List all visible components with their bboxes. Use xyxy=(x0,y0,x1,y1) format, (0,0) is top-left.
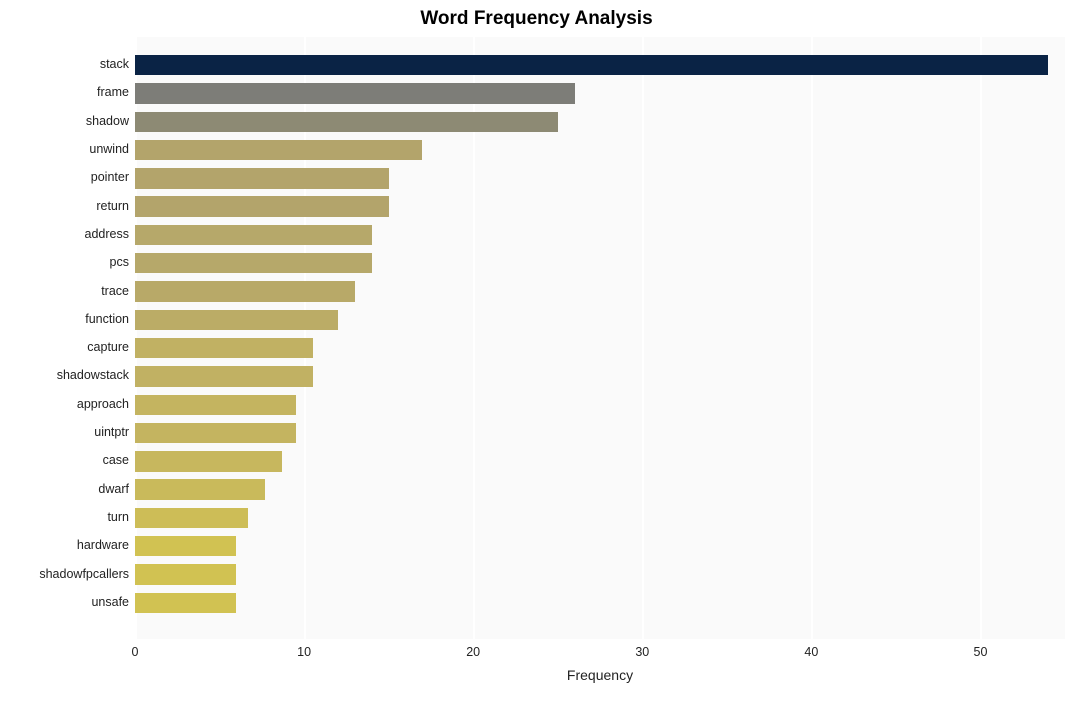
gridline xyxy=(811,37,813,639)
x-tick-label: 40 xyxy=(804,645,818,659)
y-category-label: dwarf xyxy=(98,482,129,496)
gridline xyxy=(980,37,982,639)
y-category-label: pcs xyxy=(110,255,129,269)
word-frequency-chart: Word Frequency Analysis Frequency 0 10 20 3… xyxy=(0,0,1073,701)
y-category-label: case xyxy=(103,453,129,467)
y-category-label: uintptr xyxy=(94,425,129,439)
bar xyxy=(135,168,389,188)
bar xyxy=(135,112,558,132)
bar xyxy=(135,225,372,245)
y-category-label: turn xyxy=(107,510,129,524)
x-tick-label: 0 xyxy=(132,645,139,659)
x-tick-label: 10 xyxy=(297,645,311,659)
bar xyxy=(135,366,313,386)
y-category-label: shadowstack xyxy=(57,368,129,382)
x-tick-label: 30 xyxy=(635,645,649,659)
y-category-label: approach xyxy=(77,397,129,411)
y-category-label: shadow xyxy=(86,114,129,128)
y-category-label: function xyxy=(85,312,129,326)
plot-area xyxy=(135,37,1065,639)
y-category-label: capture xyxy=(87,340,129,354)
bar xyxy=(135,196,389,216)
bar xyxy=(135,593,236,613)
y-category-label: shadowfpcallers xyxy=(39,567,129,581)
bar xyxy=(135,253,372,273)
y-category-label: unsafe xyxy=(91,595,129,609)
bar xyxy=(135,338,313,358)
bar xyxy=(135,536,236,556)
bar xyxy=(135,55,1048,75)
x-tick-label: 50 xyxy=(974,645,988,659)
bar xyxy=(135,479,265,499)
y-category-label: return xyxy=(96,199,129,213)
bar xyxy=(135,281,355,301)
chart-title: Word Frequency Analysis xyxy=(0,8,1073,30)
bar xyxy=(135,423,296,443)
bar xyxy=(135,395,296,415)
y-category-label: unwind xyxy=(89,142,129,156)
bar xyxy=(135,508,248,528)
y-category-label: hardware xyxy=(77,538,129,552)
bar xyxy=(135,140,422,160)
y-category-label: stack xyxy=(100,57,129,71)
bar xyxy=(135,451,282,471)
y-category-label: trace xyxy=(101,284,129,298)
x-tick-label: 20 xyxy=(466,645,480,659)
y-category-label: frame xyxy=(97,85,129,99)
y-category-label: pointer xyxy=(91,170,129,184)
bar xyxy=(135,564,236,584)
y-category-label: address xyxy=(85,227,129,241)
bar xyxy=(135,83,575,103)
bar xyxy=(135,310,338,330)
x-axis-label: Frequency xyxy=(135,667,1065,683)
gridline xyxy=(642,37,644,639)
